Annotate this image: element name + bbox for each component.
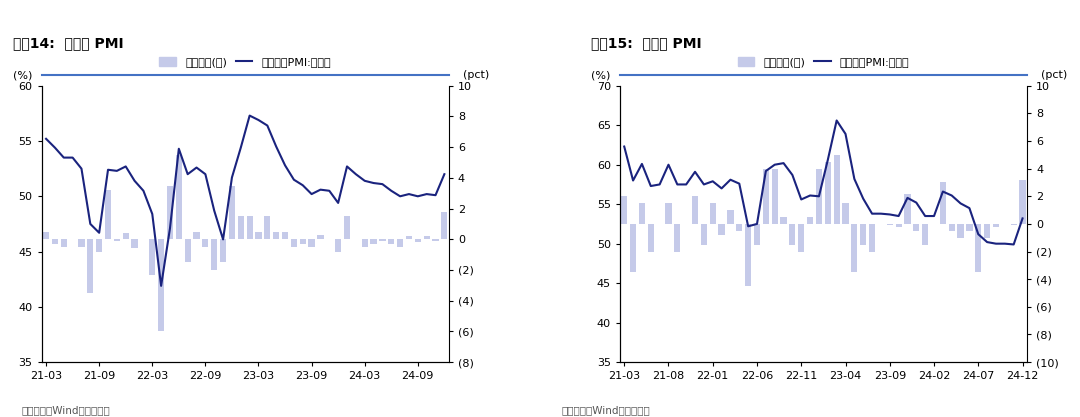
Bar <box>167 186 173 239</box>
Bar <box>887 224 893 225</box>
Bar <box>113 239 120 241</box>
Bar <box>291 239 297 247</box>
Bar <box>621 196 627 224</box>
Bar <box>1011 224 1016 225</box>
Legend: 环比增减(右), 非制造业PMI:服务业: 环比增减(右), 非制造业PMI:服务业 <box>156 53 336 72</box>
Bar <box>397 239 403 247</box>
Text: (pct): (pct) <box>1041 70 1068 80</box>
Bar <box>60 239 67 247</box>
Bar <box>851 224 858 272</box>
Bar <box>132 239 137 249</box>
Bar <box>674 224 680 251</box>
Bar <box>220 239 226 262</box>
Bar <box>96 239 103 251</box>
Bar <box>781 217 786 224</box>
Bar <box>914 224 919 231</box>
Bar <box>701 224 707 245</box>
Bar <box>282 231 288 239</box>
Text: 图表15:  建筑业 PMI: 图表15: 建筑业 PMI <box>591 36 702 50</box>
Bar <box>754 224 760 245</box>
Bar <box>309 239 314 247</box>
Text: (%): (%) <box>13 70 32 80</box>
Bar <box>771 168 778 224</box>
Text: (pct): (pct) <box>463 70 489 80</box>
Bar <box>639 203 645 224</box>
Bar <box>379 239 386 241</box>
Bar <box>246 216 253 239</box>
Bar <box>158 239 164 332</box>
Bar <box>922 224 929 245</box>
Bar <box>238 216 244 239</box>
Bar <box>710 203 716 224</box>
Bar <box>406 236 413 239</box>
Bar <box>665 203 672 224</box>
Bar <box>265 216 270 239</box>
Bar <box>842 203 849 224</box>
Bar <box>958 224 963 238</box>
Bar <box>940 183 946 224</box>
Bar <box>630 224 636 272</box>
Bar <box>52 239 58 244</box>
Bar <box>423 236 430 239</box>
Bar <box>993 224 999 227</box>
Bar <box>967 224 972 231</box>
Bar <box>860 224 866 245</box>
Bar <box>211 239 217 270</box>
Bar <box>176 155 181 239</box>
Bar <box>745 224 752 286</box>
Bar <box>388 239 394 244</box>
Bar <box>149 239 156 275</box>
Bar <box>737 224 742 231</box>
Bar <box>362 239 368 247</box>
Bar <box>789 224 796 245</box>
Bar <box>185 239 191 262</box>
Bar <box>229 186 235 239</box>
Bar <box>193 231 200 239</box>
Bar <box>432 239 438 241</box>
Bar <box>123 233 129 239</box>
Bar <box>1020 180 1026 224</box>
Text: (%): (%) <box>591 70 610 80</box>
Bar <box>79 239 84 247</box>
Bar <box>825 162 831 224</box>
Bar <box>815 168 822 224</box>
Text: 资料来源：Wind，华泰研究: 资料来源：Wind，华泰研究 <box>22 405 110 415</box>
Bar <box>318 235 324 239</box>
Bar <box>415 239 421 242</box>
Bar <box>798 224 805 251</box>
Bar <box>975 224 982 272</box>
Bar <box>43 231 50 239</box>
Bar <box>692 196 698 224</box>
Bar <box>904 193 910 224</box>
Bar <box>762 168 769 224</box>
Bar <box>948 224 955 231</box>
Text: 图表14:  服务业 PMI: 图表14: 服务业 PMI <box>13 36 124 50</box>
Bar <box>335 239 341 251</box>
Bar <box>105 190 111 239</box>
Bar <box>255 231 261 239</box>
Text: 资料来源：Wind，华泰研究: 资料来源：Wind，华泰研究 <box>562 405 650 415</box>
Bar <box>718 224 725 235</box>
Bar <box>648 224 653 251</box>
Bar <box>895 224 902 227</box>
Bar <box>869 224 875 251</box>
Bar <box>273 231 280 239</box>
Bar <box>984 224 990 238</box>
Bar <box>807 217 813 224</box>
Bar <box>834 155 840 224</box>
Bar <box>202 239 208 247</box>
Bar <box>370 239 377 244</box>
Bar <box>727 210 733 224</box>
Legend: 环比增减(右), 非制造业PMI:建筑业: 环比增减(右), 非制造业PMI:建筑业 <box>733 53 914 72</box>
Bar <box>442 212 447 239</box>
Bar <box>343 216 350 239</box>
Bar <box>87 239 93 293</box>
Bar <box>299 239 306 244</box>
